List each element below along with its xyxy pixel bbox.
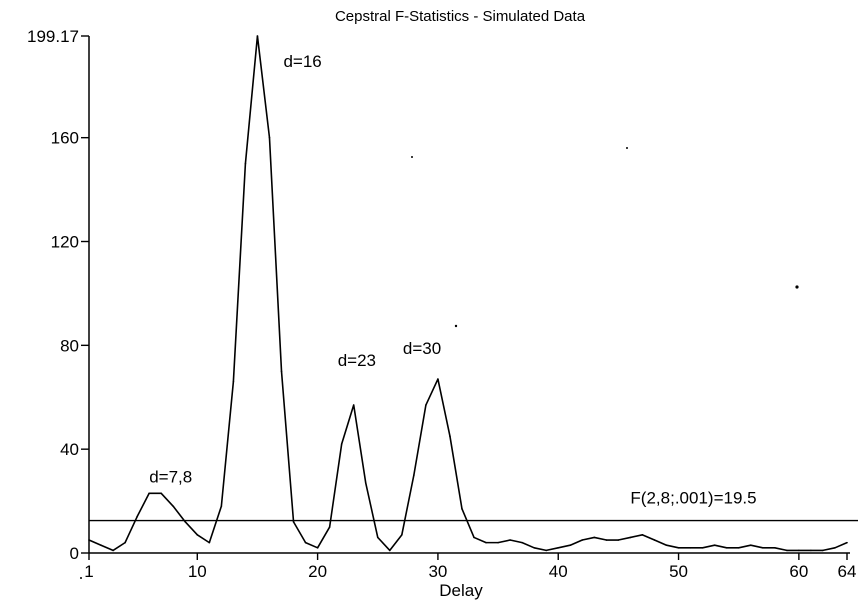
data-point [352,404,355,406]
data-point [521,541,523,544]
data-point [593,536,596,539]
x-tick-label: 20 [308,562,327,581]
scan-speck [626,147,628,149]
data-point [124,541,126,544]
annotation-d16: d=16 [283,52,321,71]
data-point [413,474,415,476]
data-point [846,541,848,544]
data-point [497,541,499,544]
x-tick-label: 50 [669,562,688,581]
data-point [641,534,644,536]
data-point [196,534,199,536]
annotation-d30: d=30 [403,339,441,358]
data-point [677,547,680,549]
x-tick-label: 30 [428,562,447,581]
x-tick-label: 64 [838,562,857,581]
y-tick-label: 160 [51,129,79,148]
y-tick-label: 199.17 [27,27,79,46]
data-point [473,536,475,539]
x-tick-label: 60 [789,562,808,581]
data-point [786,549,788,552]
data-point [376,536,379,539]
data-point [665,544,668,547]
data-point [629,536,632,539]
annotation-d23: d=23 [338,351,376,370]
data-point [136,515,138,518]
scan-speck [795,285,799,289]
data-point [749,544,752,547]
x-axis-label: Delay [439,581,483,600]
data-point [545,549,548,552]
y-tick-label: 0 [70,544,79,563]
data-point [653,539,656,541]
data-point [569,544,572,547]
data-point [364,482,367,484]
data-point [220,505,223,508]
data-point [605,539,608,541]
data-point [316,547,319,549]
data-point [713,544,716,547]
series-points [88,35,848,552]
scan-speck [80,577,82,579]
data-point [88,539,90,541]
data-point [340,443,343,445]
data-point [160,492,162,495]
data-point [557,547,560,549]
x-tick-label: 40 [549,562,568,581]
data-point [100,544,102,547]
data-point [292,521,295,523]
annotation-d7-8: d=7,8 [149,467,192,486]
y-tick-label: 40 [60,440,79,459]
data-point [810,549,812,552]
data-point [798,549,800,552]
data-point [437,378,439,380]
y-tick-label: 80 [60,336,79,355]
data-point [485,541,487,544]
y-tick-label: 120 [51,233,79,252]
scan-speck [411,156,413,158]
data-point [737,547,740,549]
x-axis-ticks: 1 10 20 30 40 50 60 64 [84,553,856,581]
data-point [701,547,704,549]
data-point [533,547,535,549]
x-tick-label: 1 [84,562,93,581]
series-line-f-statistic [88,35,848,552]
data-point [184,521,187,523]
data-point [425,404,427,406]
chart-title: Cepstral F-Statistics - Simulated Data [335,8,586,25]
data-point [280,370,283,373]
data-point [244,162,247,165]
data-point [268,136,271,139]
data-point [509,539,511,541]
data-point [774,547,776,549]
data-point [148,492,150,495]
x-tick-label: 10 [188,562,207,581]
data-point [112,549,114,552]
data-point [834,547,836,549]
data-point [328,526,331,528]
data-point [256,35,259,37]
data-point [388,549,391,552]
data-point [822,549,824,552]
data-point [617,539,620,541]
data-point [581,539,584,541]
data-point [232,380,235,383]
data-point [449,435,451,437]
data-point [304,541,307,544]
scan-speck [454,324,458,328]
data-point [208,541,211,544]
threshold-label: F(2,8;.001)=19.5 [630,489,756,508]
data-point [725,547,728,549]
data-point [172,505,175,508]
data-point [461,508,463,510]
data-point [761,547,764,549]
data-point [689,547,692,549]
y-axis-ticks: 0 40 80 120 160 199.17 [27,27,89,563]
data-point [401,534,403,536]
